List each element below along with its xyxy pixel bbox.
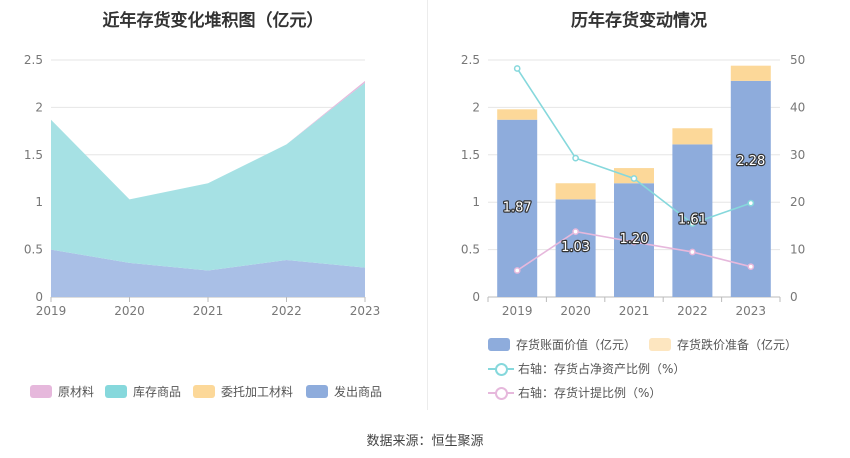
left-legend-item[interactable]: 原材料 [30, 383, 94, 400]
legend-swatch [30, 385, 52, 398]
left-stacked-area-chart: 0 0.5 1 1.5 2 2.5 2019 2020 2021 2022 2023 [24, 53, 381, 318]
right-y-tick-label: 0 [472, 290, 480, 304]
legend-label: 存货跌价准备（亿元） [677, 338, 798, 352]
legend-label: 发出商品 [334, 385, 383, 399]
legend-label: 右轴：存货占净资产比例（%） [518, 362, 686, 376]
legend-swatch [488, 362, 514, 376]
line-point [513, 267, 521, 274]
left-y-tick-label: 0 [35, 290, 43, 304]
bar-data-label: 1.20 [620, 232, 649, 247]
right-legend-item[interactable]: 右轴：存货计提比例（%） [488, 384, 661, 401]
left-y-tick-label: 2.5 [24, 53, 43, 67]
right-x-tick-label: 2020 [560, 304, 591, 318]
right-y2-tick-label: 10 [790, 243, 805, 257]
left-legend-item[interactable]: 库存商品 [105, 383, 181, 400]
legend-label: 右轴：存货计提比例（%） [518, 386, 662, 400]
right-y2-tick-label: 0 [790, 290, 798, 304]
left-x-tick-label: 2023 [350, 304, 381, 318]
legend-label: 存货账面价值（亿元） [516, 338, 637, 352]
right-x-tick-label: 2021 [619, 304, 650, 318]
right-legend-item[interactable]: 存货跌价准备（亿元） [649, 336, 797, 353]
right-y-tick-label: 2 [472, 100, 480, 114]
right-y2-tick-label: 20 [790, 195, 805, 209]
right-x-tick-label: 2019 [502, 304, 533, 318]
right-x-tick-label: 2022 [677, 304, 708, 318]
line-point [572, 154, 579, 162]
legend-label: 原材料 [58, 385, 95, 399]
bar-book-value [555, 199, 596, 297]
right-y2-tick-label: 30 [790, 148, 805, 162]
left-x-tick-label: 2022 [271, 304, 302, 318]
line-point [630, 175, 638, 182]
right-x-tick-label: 2023 [736, 304, 767, 318]
right-y-tick-label: 2.5 [461, 53, 480, 67]
data-source: 数据来源：恒生聚源 [366, 434, 484, 449]
right-legend-item[interactable]: 右轴：存货占净资产比例（%） [488, 360, 685, 377]
bar-impairment [555, 183, 596, 200]
right-legend-item[interactable]: 存货账面价值（亿元） [488, 336, 636, 353]
legend-swatch [193, 385, 215, 398]
left-y-tick-label: 0.5 [24, 243, 43, 257]
right-chart-panel: 历年存货变动情况 0 0.5 1 1.5 2 2.5 0 10 20 30 40 50 2019 2020… [428, 0, 850, 410]
bar-data-label: 1.03 [561, 240, 590, 255]
left-legend-item[interactable]: 委托加工材料 [193, 383, 293, 400]
bar-impairment [672, 128, 713, 145]
line-point [689, 248, 696, 256]
left-y-tick-label: 1.5 [24, 148, 43, 162]
bar-data-label: 2.28 [736, 154, 765, 169]
legend-swatch [306, 385, 328, 398]
area-库存商品 [51, 82, 365, 271]
line-point [747, 263, 755, 271]
left-legend-item[interactable]: 发出商品 [306, 383, 382, 400]
left-x-tick-label: 2019 [36, 304, 67, 318]
left-legend: 原材料 库存商品 委托加工材料 发出商品 [0, 382, 426, 402]
legend-swatch [649, 338, 671, 351]
right-y-tick-label: 0.5 [461, 243, 480, 257]
left-y-tick-label: 1 [35, 195, 43, 209]
line-point [630, 238, 638, 246]
line-point [572, 228, 579, 235]
line-point [689, 220, 696, 227]
legend-swatch [105, 385, 127, 398]
right-y2-tick-label: 50 [790, 53, 805, 67]
bar-impairment [730, 65, 771, 81]
left-chart-panel: 近年存货变化堆积图（亿元） 0 0.5 1 1.5 2 2.5 2019 2020 2021 20… [0, 0, 426, 410]
left-x-tick-label: 2021 [193, 304, 224, 318]
bar-impairment [497, 109, 538, 120]
area-发出商品 [51, 249, 365, 297]
right-legend: 存货账面价值（亿元） 存货跌价准备（亿元） 右轴：存货占净资产比例（%） 右轴：存货计… [428, 334, 850, 404]
right-y2-tick-label: 40 [790, 100, 805, 114]
legend-swatch [488, 386, 514, 400]
line-point [513, 65, 521, 72]
bar-data-label: 1.87 [503, 200, 532, 215]
bar-data-label: 1.61 [678, 213, 707, 228]
right-y-tick-label: 1 [472, 195, 480, 209]
right-chart-title: 历年存货变动情况 [571, 11, 707, 31]
left-x-tick-label: 2020 [114, 304, 145, 318]
legend-label: 库存商品 [133, 385, 182, 399]
left-chart-title: 近年存货变化堆积图（亿元） [102, 11, 324, 31]
right-y-tick-label: 1.5 [461, 148, 480, 162]
panel-divider [427, 0, 428, 410]
legend-label: 委托加工材料 [221, 385, 294, 399]
right-combo-chart: 0 0.5 1 1.5 2 2.5 0 10 20 30 40 50 2019 2020 2021 2022 2… [461, 53, 805, 318]
bar-book-value [730, 80, 771, 297]
legend-swatch [488, 338, 510, 351]
line-point [747, 199, 755, 207]
left-y-tick-label: 2 [35, 100, 43, 114]
